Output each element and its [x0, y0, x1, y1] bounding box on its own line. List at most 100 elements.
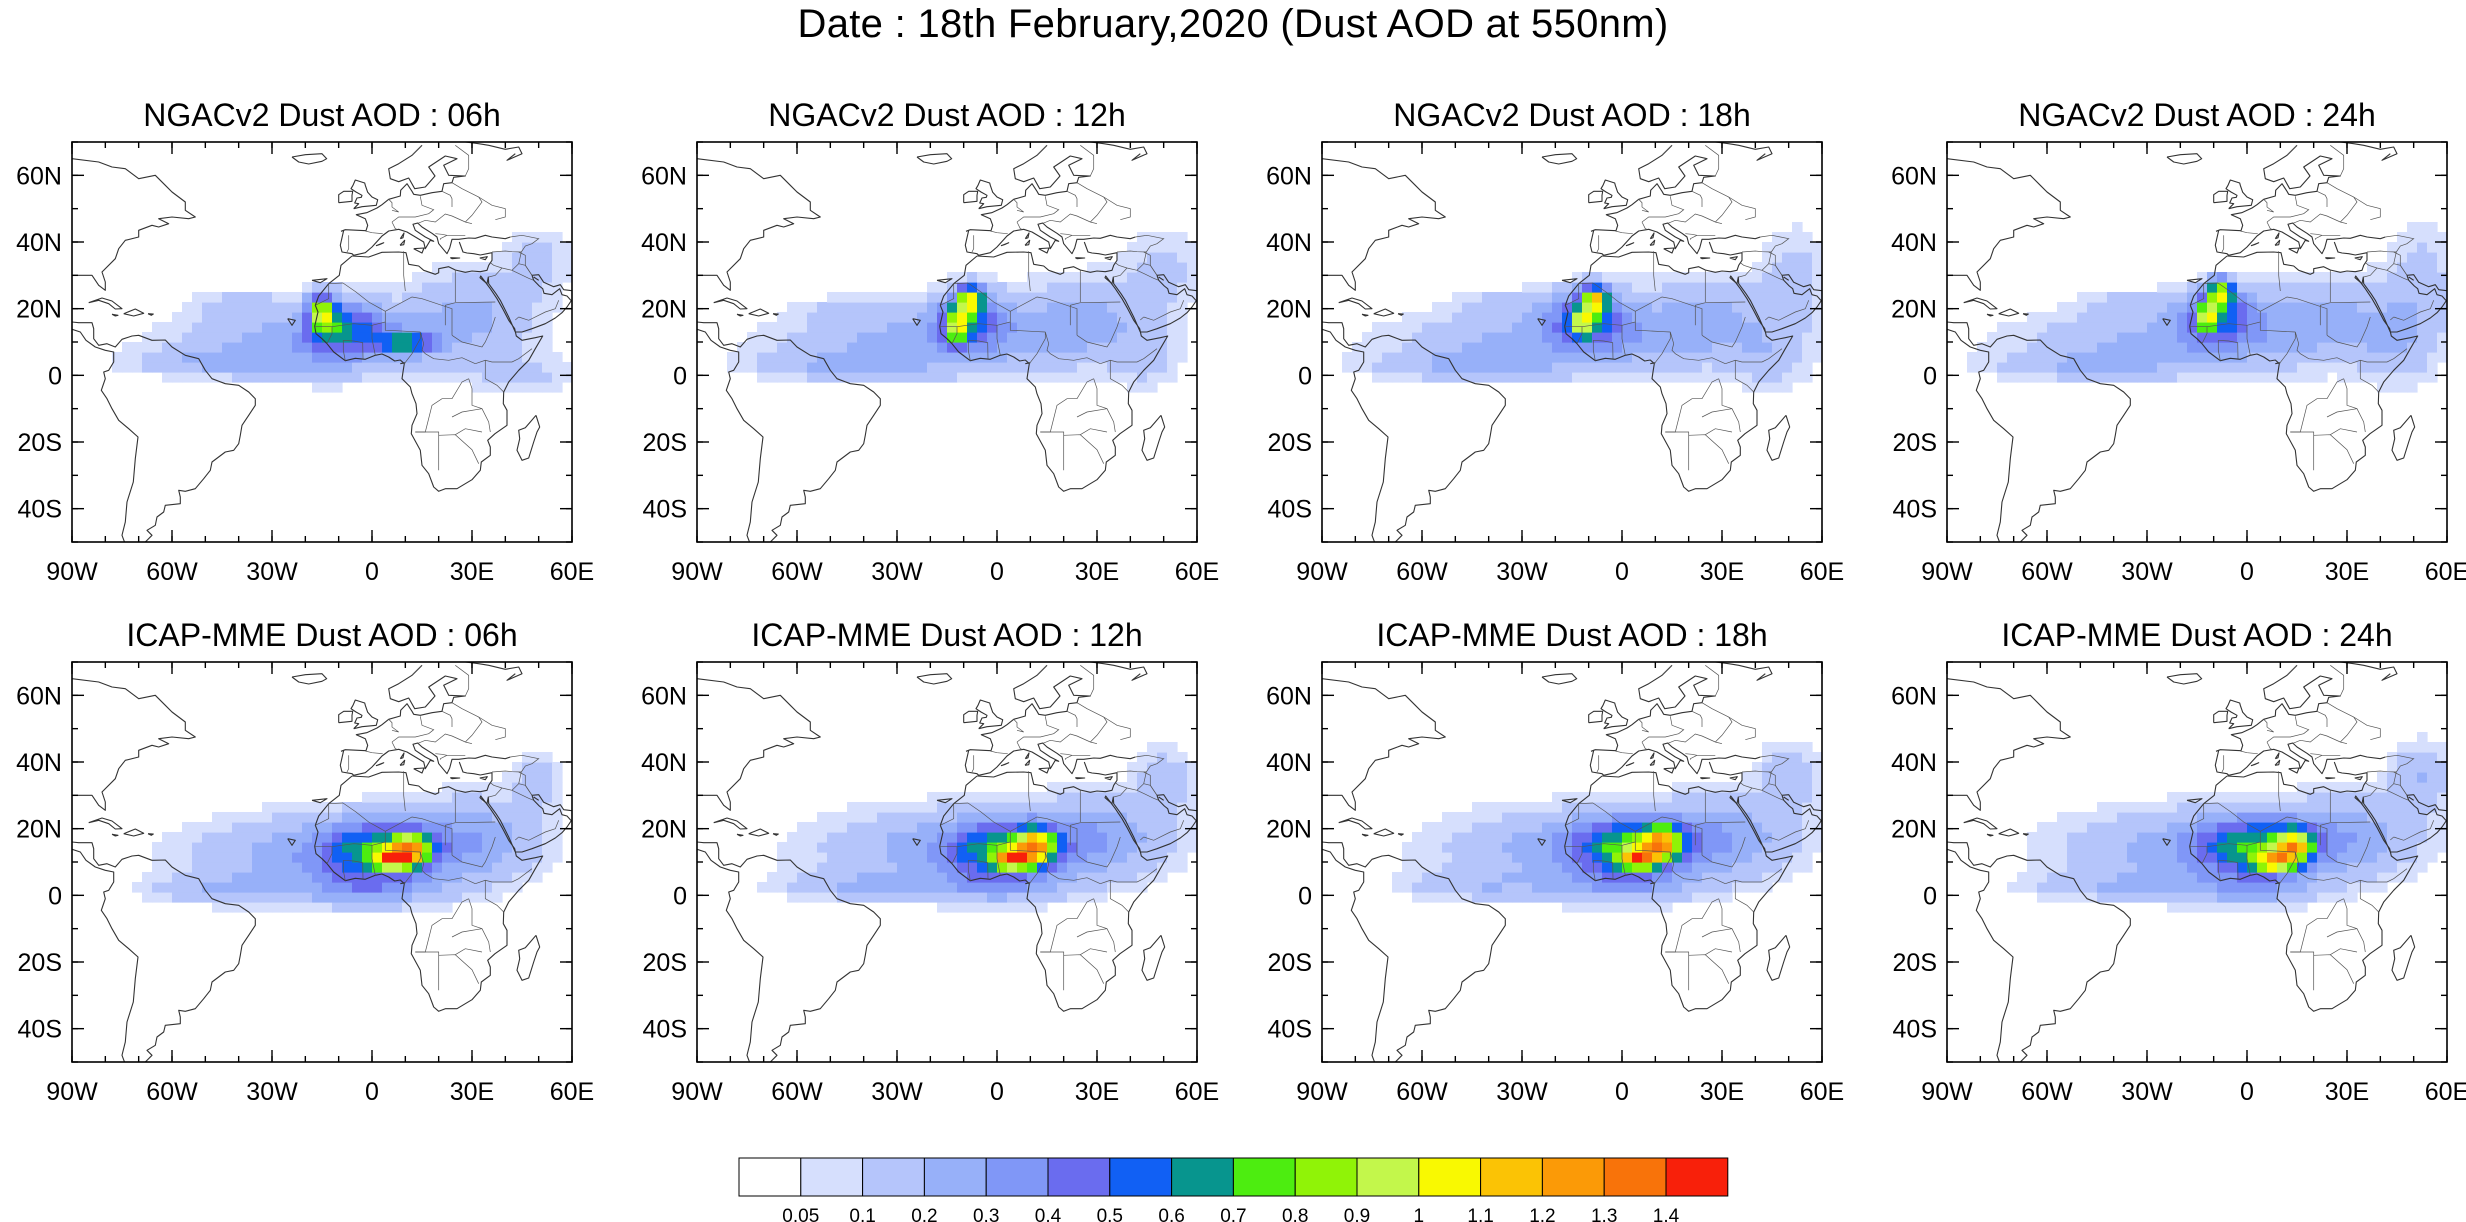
lat-tick-label: 40N — [641, 229, 687, 257]
colorbar-label: 1.1 — [1467, 1206, 1493, 1222]
aod-shading — [727, 232, 1197, 393]
lon-tick-label: 60W — [1396, 1078, 1448, 1106]
lon-tick-label: 60W — [2021, 558, 2073, 586]
lon-tick-label: 60E — [1800, 558, 1844, 586]
map-panel: NGACv2 Dust AOD : 24h 90W 60W 30W 0 30E 60E 60N… — [1891, 97, 2466, 586]
colorbar-label: 1.3 — [1591, 1206, 1617, 1222]
aod-shading — [112, 232, 572, 393]
lon-tick-label: 30W — [246, 1078, 298, 1106]
lat-tick-label: 60N — [641, 682, 687, 710]
aod-shading — [132, 752, 563, 913]
lat-tick-label: 40S — [643, 496, 687, 524]
lat-tick-label: 20S — [643, 429, 687, 457]
lon-tick-label: 30E — [1075, 558, 1119, 586]
lat-tick-label: 20S — [643, 949, 687, 977]
lat-tick-label: 60N — [16, 162, 62, 190]
panel-title: NGACv2 Dust AOD : 24h — [2018, 97, 2375, 133]
lon-tick-label: 0 — [1615, 558, 1629, 586]
lat-tick-label: 20N — [1891, 816, 1937, 844]
coastlines — [697, 662, 1197, 1062]
lon-tick-label: 30E — [450, 558, 494, 586]
lon-tick-label: 90W — [1296, 558, 1348, 586]
lon-tick-label: 60W — [771, 558, 823, 586]
lat-tick-label: 60N — [1266, 162, 1312, 190]
map-panel: ICAP-MME Dust AOD : 06h 90W 60W 30W 0 30E 60E 6… — [16, 617, 594, 1106]
colorbar-swatch — [1356, 1157, 1420, 1197]
colorbar: 0.05 0.1 0.2 0.3 0.4 0.5 0.6 0.7 0.8 0.9 1 1.1 1.2 1.… — [738, 1157, 1729, 1222]
lon-tick-label: 90W — [46, 1078, 98, 1106]
lon-tick-label: 60E — [550, 558, 594, 586]
lat-tick-label: 0 — [48, 882, 62, 910]
lon-tick-label: 60E — [2425, 558, 2466, 586]
lon-tick-label: 30E — [1700, 1078, 1744, 1106]
lat-tick-label: 40S — [1893, 1016, 1937, 1044]
map-panel: ICAP-MME Dust AOD : 12h 90W 60W 30W 0 30E 60E 6… — [641, 617, 1219, 1106]
lon-tick-label: 30W — [246, 558, 298, 586]
lat-tick-label: 0 — [1298, 882, 1312, 910]
lat-tick-label: 40N — [16, 229, 62, 257]
colorbar-swatch — [800, 1157, 864, 1197]
lon-tick-label: 60E — [1800, 1078, 1844, 1106]
panel-title: NGACv2 Dust AOD : 12h — [768, 97, 1125, 133]
lat-tick-label: 40N — [16, 749, 62, 777]
lat-tick-label: 20S — [18, 429, 62, 457]
colorbar-swatch — [1480, 1157, 1543, 1197]
aod-shading — [757, 742, 1197, 913]
colorbar-label: 0.4 — [1035, 1206, 1062, 1222]
coastlines — [72, 142, 572, 542]
lon-tick-label: 60W — [771, 1078, 823, 1106]
country-borders — [314, 145, 560, 471]
lon-tick-label: 90W — [46, 558, 98, 586]
aod-shading — [1967, 222, 2447, 393]
lon-tick-label: 60E — [550, 1078, 594, 1106]
colorbar-swatch — [923, 1157, 987, 1197]
lon-tick-label: 30E — [2325, 1078, 2369, 1106]
panel-title: ICAP-MME Dust AOD : 12h — [751, 617, 1142, 653]
map-panel: NGACv2 Dust AOD : 18h 90W 60W 30W 0 30E 60E 60N… — [1266, 97, 1844, 586]
lon-tick-label: 30E — [2325, 558, 2369, 586]
map-panel: NGACv2 Dust AOD : 12h 90W 60W 30W 0 30E 60E 60N… — [641, 97, 1219, 586]
aod-shading — [1392, 742, 1822, 913]
colorbar-swatch — [1047, 1157, 1111, 1197]
lat-tick-label: 40S — [18, 496, 62, 524]
lon-tick-label: 30E — [450, 1078, 494, 1106]
colorbar-label: 0.1 — [849, 1206, 875, 1222]
panel-title: ICAP-MME Dust AOD : 24h — [2001, 617, 2392, 653]
colorbar-label: 0.3 — [973, 1206, 999, 1222]
country-borders — [2189, 145, 2435, 471]
country-borders — [1564, 665, 1810, 991]
lon-tick-label: 60W — [146, 558, 198, 586]
colorbar-swatch — [1541, 1157, 1605, 1197]
colorbar-swatch — [862, 1157, 925, 1197]
lat-tick-label: 40S — [18, 1016, 62, 1044]
lon-tick-label: 0 — [990, 1078, 1004, 1106]
plot-area — [72, 662, 572, 1062]
plot-area — [697, 662, 1197, 1062]
lat-tick-label: 20N — [1266, 816, 1312, 844]
lat-tick-label: 60N — [16, 682, 62, 710]
panel-title: ICAP-MME Dust AOD : 18h — [1376, 617, 1767, 653]
lat-tick-label: 0 — [1923, 882, 1937, 910]
lon-tick-label: 30W — [871, 558, 923, 586]
coastlines — [72, 662, 572, 1062]
lat-tick-label: 20N — [641, 296, 687, 324]
figure-title: Date : 18th February,2020 (Dust AOD at 5… — [797, 2, 1669, 46]
colorbar-swatch — [985, 1157, 1049, 1197]
lat-tick-label: 60N — [1266, 682, 1312, 710]
lat-tick-label: 40N — [1266, 229, 1312, 257]
colorbar-label: 0.2 — [911, 1206, 937, 1222]
colorbar-label: 0.05 — [782, 1206, 819, 1222]
panel-title: NGACv2 Dust AOD : 06h — [143, 97, 500, 133]
colorbar-label: 1 — [1414, 1206, 1425, 1222]
plot-area — [697, 142, 1197, 542]
lon-tick-label: 0 — [2240, 558, 2254, 586]
lon-tick-label: 30E — [1700, 558, 1744, 586]
lat-tick-label: 40S — [1268, 1016, 1312, 1044]
lon-tick-label: 90W — [671, 1078, 723, 1106]
lon-tick-label: 90W — [1296, 1078, 1348, 1106]
lon-tick-label: 90W — [1921, 558, 1973, 586]
colorbar-label: 1.2 — [1529, 1206, 1555, 1222]
lat-tick-label: 20S — [18, 949, 62, 977]
lon-tick-label: 60W — [146, 1078, 198, 1106]
